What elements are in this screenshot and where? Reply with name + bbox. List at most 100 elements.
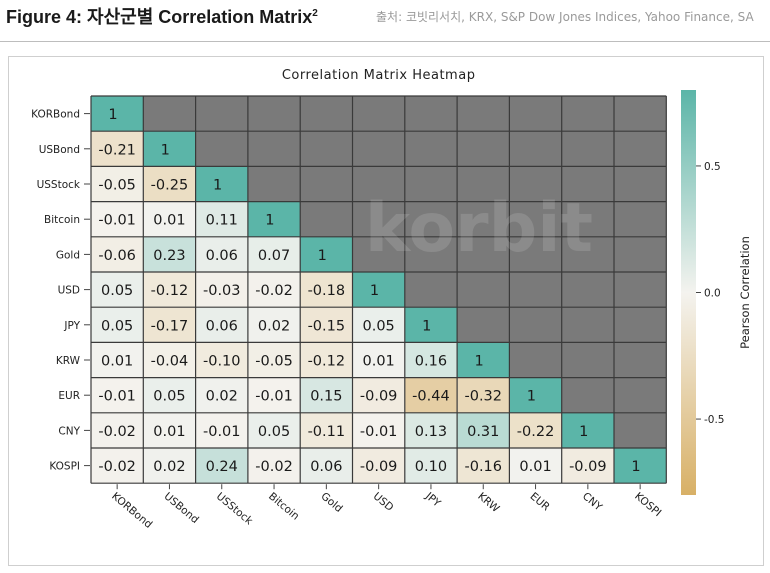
cell-value-label: 0.10: [415, 459, 447, 475]
cell-value-label: -0.04: [151, 354, 189, 370]
x-tick-label-kospi: KOSPI: [632, 490, 663, 519]
cell-value-label: 1: [422, 318, 431, 334]
heatmap-cell-kospi-usstock: [195, 448, 248, 484]
cell-value-label: 1: [265, 213, 274, 229]
cell-value-label: -0.15: [308, 318, 346, 334]
heatmap-cell-cny-korbond: [91, 412, 144, 448]
chart-title: Correlation Matrix Heatmap: [282, 68, 476, 83]
heatmap-cell-kospi-krw: [457, 448, 510, 484]
cell-value-label: -0.01: [255, 389, 293, 405]
cell-value-label: 0.01: [101, 354, 133, 370]
colorbar-tick-label: 0.0: [704, 288, 721, 300]
heatmap-cell-eur-bitcoin: [247, 377, 301, 413]
heatmap-cell-cny-jpy: [404, 412, 458, 448]
cell-value-label: 0.06: [206, 248, 238, 264]
heatmap-cell-usd-usstock: [195, 272, 248, 308]
cell-value-label: 0.24: [206, 459, 238, 475]
cell-value-label: -0.05: [255, 354, 293, 370]
heatmap-cell-bitcoin-usstock: [195, 201, 248, 237]
heatmap-cell-eur-usd: [352, 377, 405, 413]
heatmap-cell-korbond-korbond: [91, 96, 144, 132]
y-tick-label-bitcoin: Bitcoin: [44, 214, 80, 226]
heatmap-cell-cny-usstock: [195, 412, 248, 448]
heatmap-cell-usstock-usbond: [143, 166, 196, 202]
heatmap-cell-krw-usbond: [143, 342, 196, 378]
heatmap-cell-usd-gold: [300, 272, 353, 308]
cell-value-label: -0.03: [203, 283, 241, 299]
cell-value-label: 1: [527, 389, 536, 405]
cell-value-label: 1: [161, 142, 170, 158]
y-tick-label-gold: Gold: [56, 249, 80, 261]
cell-value-label: 1: [108, 107, 117, 123]
y-tick-label-kospi: KOSPI: [49, 461, 80, 473]
colorbar-tick-label: 0.5: [704, 161, 721, 173]
cell-value-label: 0.01: [153, 424, 185, 440]
figure-title: Figure 4: 자산군별 Correlation Matrix2: [6, 3, 318, 29]
heatmap-cell-kospi-cny: [561, 448, 614, 484]
heatmap-cell-cny-gold: [300, 412, 353, 448]
cell-value-label: -0.12: [308, 354, 346, 370]
y-tick-label-usstock: USStock: [37, 179, 81, 191]
heatmap-cell-eur-usbond: [143, 377, 196, 413]
y-tick-label-usbond: USBond: [39, 144, 80, 156]
x-tick-label-bitcoin: Bitcoin: [266, 490, 301, 522]
cell-value-label: 0.13: [415, 424, 447, 440]
heatmap-cell-bitcoin-usbond: [143, 201, 196, 237]
heatmap-cell-kospi-jpy: [404, 448, 458, 484]
y-tick-label-usd: USD: [58, 285, 80, 297]
heatmap-cell-jpy-jpy: [404, 307, 458, 343]
cell-value-label: 0.02: [258, 318, 290, 334]
figure-header: Figure 4: 자산군별 Correlation Matrix2 출처: 코…: [0, 0, 770, 42]
x-tick-label-krw: KRW: [475, 490, 502, 515]
cell-value-label: 1: [579, 424, 588, 440]
heatmap-cell-bitcoin-bitcoin: [247, 201, 301, 237]
cell-value-label: 1: [631, 459, 640, 475]
cell-value-label: -0.18: [308, 283, 346, 299]
cell-value-label: -0.05: [98, 178, 136, 194]
cell-value-label: 0.05: [153, 389, 185, 405]
x-tick-label-jpy: JPY: [422, 490, 443, 510]
cell-value-label: -0.02: [98, 424, 136, 440]
cell-value-label: 0.23: [153, 248, 185, 264]
y-tick-label-cny: CNY: [58, 425, 80, 437]
x-tick-label-usbond: USBond: [162, 490, 201, 526]
heatmap-cell-gold-bitcoin: [247, 236, 301, 272]
cell-value-label: 0.07: [258, 248, 290, 264]
heatmap-cell-krw-usd: [352, 342, 405, 378]
heatmap-cell-eur-usstock: [195, 377, 248, 413]
colorbar-tick-label: -0.5: [704, 414, 725, 426]
cell-value-label: -0.09: [360, 389, 398, 405]
heatmap-cell-eur-eur: [509, 377, 562, 413]
cell-value-label: 1: [213, 178, 222, 194]
x-tick-label-usd: USD: [371, 490, 396, 514]
heatmap-cell-gold-korbond: [91, 236, 144, 272]
heatmap-cell-usd-korbond: [91, 272, 144, 308]
heatmap-cell-krw-krw: [457, 342, 510, 378]
heatmap-cell-usd-usd: [352, 272, 405, 308]
cell-value-label: 1: [318, 248, 327, 264]
correlation-heatmap: Correlation Matrix Heatmap 1 -0.21 1 -0.05 -0…: [31, 68, 752, 531]
heatmap-cell-usbond-korbond: [91, 131, 144, 167]
cell-value-label: 0.16: [415, 354, 447, 370]
cell-value-label: 0.05: [101, 318, 133, 334]
heatmap-cell-eur-gold: [300, 377, 353, 413]
cell-value-label: -0.22: [517, 424, 555, 440]
heatmap-cell-usd-usbond: [143, 272, 196, 308]
heatmap-cell-eur-korbond: [91, 377, 144, 413]
cell-value-label: 0.01: [519, 459, 551, 475]
y-tick-label-jpy: JPY: [63, 320, 80, 332]
heatmap-cell-cny-usd: [352, 412, 405, 448]
watermark-logo: korbit: [365, 189, 593, 268]
cell-value-label: -0.25: [151, 178, 189, 194]
header-divider: [0, 41, 770, 42]
cell-value-label: -0.10: [203, 354, 241, 370]
cell-value-label: 1: [474, 354, 483, 370]
x-tick-label-cny: CNY: [580, 490, 605, 513]
cell-value-label: -0.09: [569, 459, 607, 475]
cell-value-label: -0.01: [98, 213, 136, 229]
heatmap-cell-kospi-korbond: [91, 448, 144, 484]
cell-value-label: 0.15: [310, 389, 342, 405]
heatmap-cell-eur-krw: [457, 377, 510, 413]
cell-value-label: -0.02: [255, 283, 293, 299]
figure-title-text: Figure 4: 자산군별 Correlation Matrix: [6, 7, 313, 27]
